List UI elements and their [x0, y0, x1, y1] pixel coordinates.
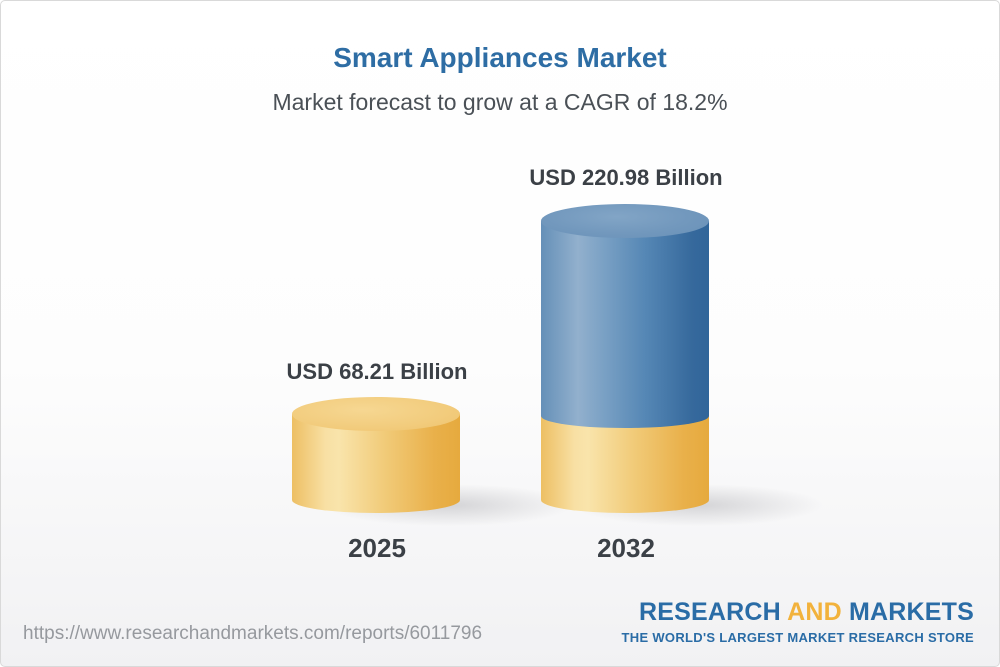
- bar-2032-bottom-curve: [541, 487, 709, 513]
- bar-2032-base-segment: [541, 416, 709, 500]
- brand-word-markets: MARKETS: [848, 598, 974, 626]
- page-title: Smart Appliances Market: [333, 42, 667, 73]
- brand-word-research: RESEARCH: [638, 598, 781, 626]
- brand-logo: RESEARCH AND MARKETS THE WORLD'S LARGEST…: [622, 598, 974, 645]
- value-label-2025: USD 68.21 Billion: [286, 359, 468, 384]
- x-axis-label-2025: 2025: [348, 533, 406, 563]
- bar-2032-top-face: [541, 204, 709, 238]
- x-axis-label-2032: 2032: [597, 533, 655, 563]
- brand-wordmark: RESEARCH AND MARKETS: [622, 598, 974, 627]
- bar-2025-top-face: [292, 397, 460, 431]
- value-label-2032: USD 220.98 Billion: [529, 165, 723, 190]
- bar-2032-growth-segment: [541, 221, 709, 416]
- bar-2025-bottom-curve: [292, 487, 460, 513]
- chart-subtitle: Market forecast to grow at a CAGR of 18.…: [272, 89, 728, 115]
- bar-2032-segment-boundary-curve: [541, 404, 709, 428]
- report-url: https://www.researchandmarkets.com/repor…: [23, 623, 483, 644]
- brand-word-and: AND: [787, 598, 842, 626]
- brand-tagline: THE WORLD'S LARGEST MARKET RESEARCH STOR…: [621, 630, 974, 645]
